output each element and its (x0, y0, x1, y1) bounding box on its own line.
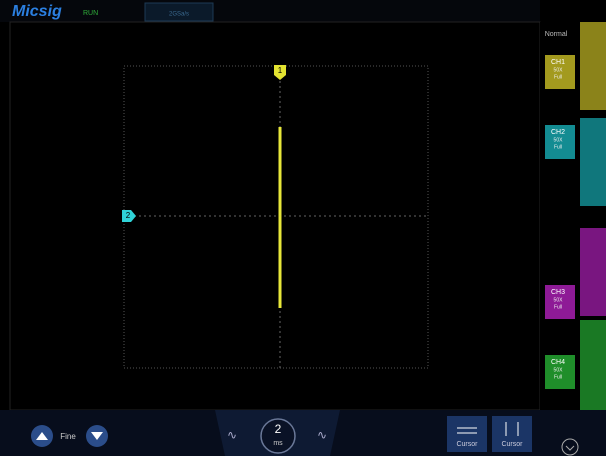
channel-side-block (580, 22, 606, 110)
cursor-h-button[interactable] (447, 416, 487, 452)
channel-side-block (580, 320, 606, 410)
channel-bandwidth: Full (554, 144, 562, 150)
timebase-decrease[interactable]: ∿ (227, 428, 237, 442)
channel-label: CH3 (551, 289, 565, 296)
channel-bandwidth: Full (554, 304, 562, 310)
timebase-knob[interactable] (260, 418, 296, 454)
channel-marker (122, 210, 136, 222)
down-arrow (91, 432, 103, 440)
menu-arrow (565, 445, 575, 451)
channel-button[interactable] (545, 55, 575, 89)
trigger-marker-label: 1 (278, 66, 283, 75)
sample-tab (144, 2, 214, 22)
channel-label: CH1 (551, 59, 565, 66)
timebase-value: 2 (275, 422, 282, 436)
fine-label: Fine (60, 432, 76, 441)
channel-button[interactable] (545, 285, 575, 319)
sample-rate: 2GSa/s (169, 12, 189, 18)
cursor-label: Cursor (456, 441, 478, 448)
timebase-increase[interactable]: ∿ (317, 428, 327, 442)
channel-bandwidth: Full (554, 74, 562, 80)
cursor-v-button[interactable] (492, 416, 532, 452)
channel-label: CH2 (551, 129, 565, 136)
channel-button[interactable] (545, 355, 575, 389)
menu-button[interactable] (561, 438, 579, 456)
channel-side-block (580, 118, 606, 206)
channel-probe: 50X (554, 137, 564, 143)
up-arrow (36, 432, 48, 440)
cursor-label: Cursor (501, 441, 523, 448)
brand: Micsig (12, 3, 62, 20)
trigger-mode: Normal (545, 31, 568, 38)
channel-button[interactable] (545, 125, 575, 159)
channel-probe: 50X (554, 67, 564, 73)
channel-probe: 50X (554, 297, 564, 303)
channel-side-block (580, 228, 606, 316)
channel-marker-label: 2 (126, 211, 131, 220)
timebase-unit: ms (273, 440, 283, 447)
top-bar (0, 0, 540, 22)
channel-probe: 50X (554, 367, 564, 373)
channel-label: CH4 (551, 359, 565, 366)
channel-bandwidth: Full (554, 374, 562, 380)
run-status: RUN (83, 10, 98, 17)
trigger-marker (274, 65, 286, 80)
